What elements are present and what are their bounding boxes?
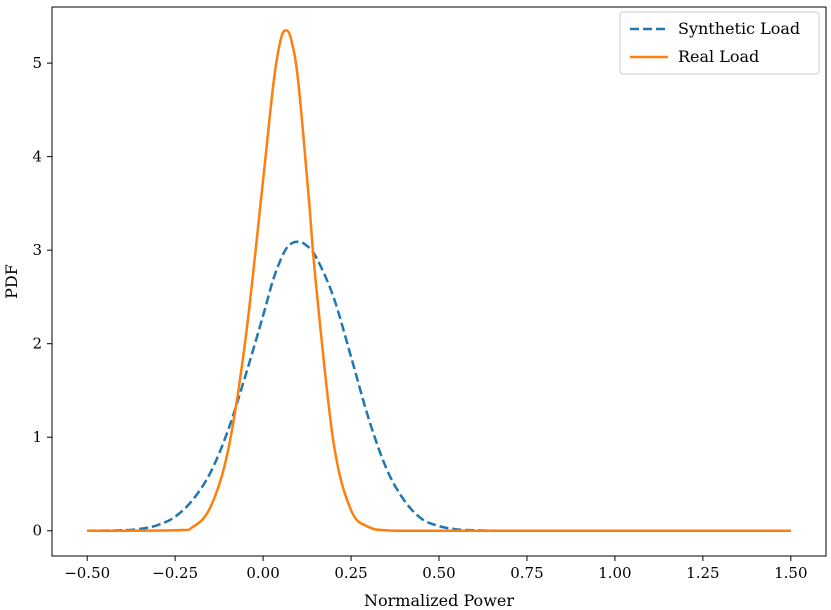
legend-entry: Real Load — [678, 47, 759, 66]
y-tick-label: 1 — [32, 428, 42, 446]
legend: Synthetic Load Real Load — [619, 11, 820, 75]
x-tick-label: −0.25 — [152, 564, 198, 582]
series-line-synthetic-load — [87, 240, 791, 533]
y-axis-label: PDF — [2, 264, 21, 299]
y-tick-label: 3 — [32, 241, 42, 259]
plot-area — [87, 29, 791, 533]
x-tick-label: 0.00 — [246, 564, 279, 582]
y-axis-ticks: 0 1 2 3 4 5 — [32, 54, 52, 540]
x-tick-label: 1.50 — [774, 564, 807, 582]
series-line-real-load — [87, 29, 791, 533]
y-tick-label: 4 — [32, 148, 42, 166]
y-tick-label: 0 — [32, 522, 42, 540]
x-axis-label: Normalized Power — [364, 591, 514, 610]
x-tick-label: 0.25 — [334, 564, 367, 582]
y-tick-label: 5 — [32, 54, 42, 72]
legend-box — [619, 11, 820, 75]
x-tick-label: 1.25 — [686, 564, 719, 582]
x-tick-label: 1.00 — [598, 564, 631, 582]
x-tick-label: −0.50 — [64, 564, 110, 582]
x-axis-ticks: −0.50 −0.25 0.00 0.25 0.50 0.75 1.00 1.25 1.50 — [64, 556, 808, 582]
x-tick-label: 0.75 — [510, 564, 543, 582]
legend-entry: Synthetic Load — [678, 19, 800, 38]
x-tick-label: 0.50 — [422, 564, 455, 582]
plot-frame — [51, 6, 827, 557]
y-tick-label: 2 — [32, 335, 42, 353]
